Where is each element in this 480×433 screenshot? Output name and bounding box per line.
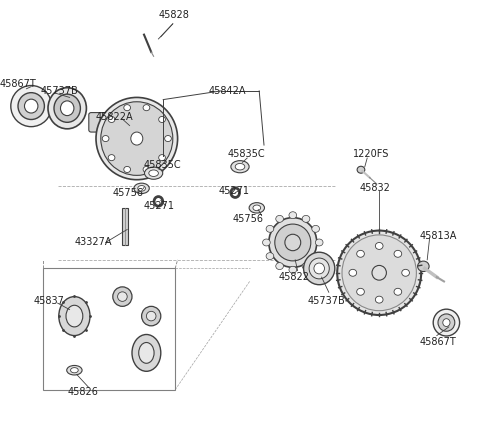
- Circle shape: [357, 166, 365, 173]
- Ellipse shape: [134, 183, 149, 194]
- Circle shape: [312, 253, 320, 260]
- Text: 45813A: 45813A: [420, 231, 457, 241]
- Circle shape: [108, 155, 115, 161]
- Ellipse shape: [60, 101, 74, 116]
- Circle shape: [276, 215, 283, 222]
- Circle shape: [289, 266, 297, 273]
- Ellipse shape: [269, 217, 317, 267]
- Ellipse shape: [54, 94, 81, 122]
- Ellipse shape: [11, 85, 52, 126]
- Circle shape: [266, 225, 274, 232]
- Circle shape: [108, 116, 115, 123]
- Text: 45756: 45756: [113, 187, 144, 198]
- Ellipse shape: [253, 205, 261, 211]
- Ellipse shape: [309, 258, 329, 279]
- Text: 45832: 45832: [360, 183, 391, 194]
- Circle shape: [159, 155, 166, 161]
- Ellipse shape: [235, 163, 245, 170]
- Circle shape: [375, 296, 383, 303]
- Text: 45826: 45826: [67, 387, 98, 397]
- Circle shape: [276, 263, 283, 270]
- Text: 45828: 45828: [158, 10, 189, 20]
- Circle shape: [165, 136, 171, 142]
- Ellipse shape: [24, 99, 38, 113]
- Ellipse shape: [438, 314, 455, 331]
- Ellipse shape: [443, 319, 450, 326]
- Ellipse shape: [118, 292, 127, 301]
- FancyBboxPatch shape: [89, 113, 122, 132]
- Text: 45737B: 45737B: [307, 296, 345, 306]
- Ellipse shape: [18, 93, 45, 120]
- Ellipse shape: [142, 307, 161, 326]
- Ellipse shape: [71, 368, 78, 373]
- Ellipse shape: [101, 102, 173, 175]
- Ellipse shape: [113, 287, 132, 307]
- Ellipse shape: [337, 230, 421, 315]
- Ellipse shape: [314, 263, 324, 274]
- Text: 45837: 45837: [34, 296, 64, 306]
- Ellipse shape: [275, 224, 311, 261]
- Circle shape: [159, 116, 166, 123]
- Circle shape: [143, 166, 150, 172]
- Ellipse shape: [231, 161, 249, 173]
- Ellipse shape: [132, 334, 161, 372]
- Bar: [43, 268, 175, 390]
- Circle shape: [418, 261, 429, 271]
- Ellipse shape: [59, 297, 90, 336]
- Ellipse shape: [139, 343, 154, 363]
- Text: 43327A: 43327A: [74, 237, 112, 248]
- Text: 45842A: 45842A: [209, 86, 246, 96]
- Circle shape: [143, 105, 150, 111]
- Circle shape: [375, 242, 383, 249]
- Text: 45835C: 45835C: [144, 159, 181, 170]
- Text: 45737B: 45737B: [41, 86, 79, 96]
- Circle shape: [124, 166, 131, 172]
- Circle shape: [349, 269, 357, 276]
- Text: 45835C: 45835C: [228, 149, 265, 159]
- Ellipse shape: [342, 235, 417, 311]
- Ellipse shape: [144, 167, 163, 179]
- Ellipse shape: [149, 170, 158, 177]
- Text: 45822A: 45822A: [96, 112, 133, 122]
- Ellipse shape: [249, 203, 264, 213]
- Circle shape: [357, 288, 364, 295]
- Text: 45867T: 45867T: [420, 337, 457, 347]
- Ellipse shape: [131, 132, 143, 145]
- Ellipse shape: [67, 365, 82, 375]
- Circle shape: [315, 239, 323, 246]
- Circle shape: [289, 212, 297, 219]
- Bar: [122, 208, 128, 245]
- Ellipse shape: [146, 311, 156, 321]
- Ellipse shape: [372, 265, 386, 280]
- Circle shape: [302, 263, 310, 270]
- Circle shape: [357, 250, 364, 257]
- Text: 45271: 45271: [218, 185, 250, 196]
- Text: 1220FS: 1220FS: [353, 149, 389, 159]
- Ellipse shape: [96, 97, 178, 180]
- Circle shape: [266, 252, 274, 259]
- Circle shape: [394, 288, 402, 295]
- Ellipse shape: [433, 309, 460, 336]
- Ellipse shape: [48, 87, 86, 129]
- Circle shape: [263, 239, 270, 246]
- Ellipse shape: [66, 305, 83, 327]
- Ellipse shape: [304, 252, 335, 285]
- Text: 45822: 45822: [278, 272, 310, 282]
- Circle shape: [402, 269, 409, 276]
- Text: 45867T: 45867T: [0, 79, 37, 90]
- Circle shape: [394, 250, 402, 257]
- Ellipse shape: [285, 234, 300, 251]
- Circle shape: [102, 136, 109, 142]
- Circle shape: [302, 215, 310, 222]
- Circle shape: [124, 105, 131, 111]
- Circle shape: [312, 226, 320, 232]
- Text: 45756: 45756: [233, 213, 264, 224]
- Ellipse shape: [138, 185, 145, 191]
- Text: 45271: 45271: [144, 200, 175, 211]
